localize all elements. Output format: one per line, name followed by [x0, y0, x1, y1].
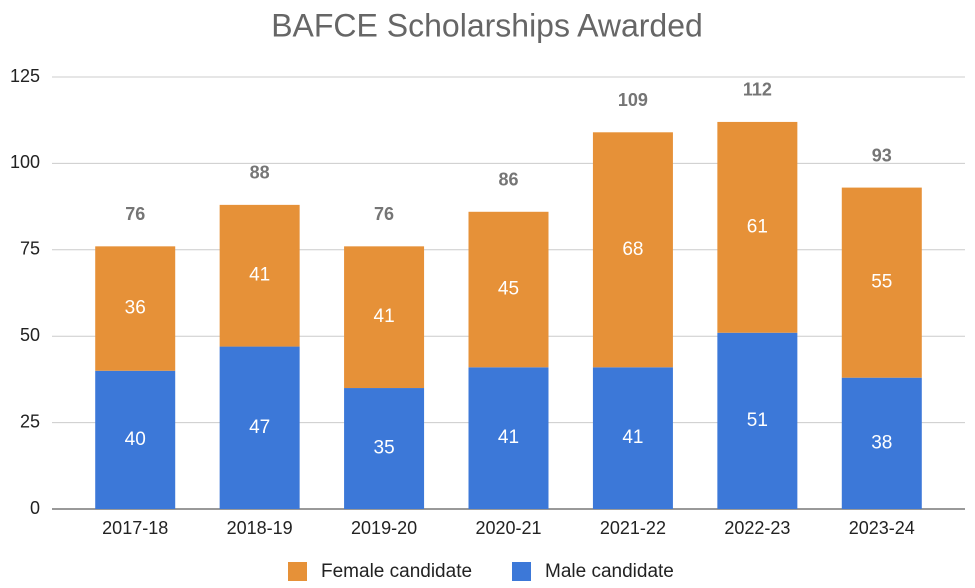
total-label: 76	[125, 204, 145, 224]
bar-segment	[468, 367, 549, 509]
bar-segment	[717, 332, 798, 509]
value-label: 38	[871, 432, 892, 453]
legend-swatch	[512, 562, 531, 581]
x-tick-label: 2018-19	[227, 518, 293, 538]
value-label: 36	[125, 298, 146, 319]
y-tick-label: 100	[10, 152, 40, 172]
y-tick-label: 0	[30, 498, 40, 518]
value-label: 40	[125, 429, 146, 450]
y-tick-label: 75	[20, 239, 40, 259]
bar-segment	[717, 121, 798, 333]
x-tick-label: 2022-23	[724, 518, 790, 538]
x-tick-label: 2023-24	[849, 518, 915, 538]
bar-segment	[344, 246, 425, 389]
legend-label: Male candidate	[545, 561, 674, 582]
total-label: 109	[618, 90, 648, 110]
x-tick-label: 2021-22	[600, 518, 666, 538]
bar-segment	[344, 388, 425, 509]
bar-segment	[95, 246, 176, 371]
bar-segment	[219, 204, 300, 347]
x-tick-label: 2019-20	[351, 518, 417, 538]
y-tick-label: 25	[20, 411, 40, 431]
value-label: 51	[747, 410, 768, 431]
bar-segment	[592, 367, 673, 509]
value-label: 47	[249, 417, 270, 438]
legend-swatch	[288, 562, 307, 581]
value-label: 35	[374, 438, 395, 459]
value-label: 45	[498, 279, 519, 300]
x-tick-label: 2017-18	[102, 518, 168, 538]
bar-segment	[219, 346, 300, 509]
bar-segment	[592, 132, 673, 368]
total-label: 112	[743, 80, 772, 100]
legend-label: Female candidate	[321, 561, 472, 582]
chart-title: BAFCE Scholarships Awarded	[271, 7, 703, 43]
bar-segment	[468, 211, 549, 368]
value-label: 41	[622, 427, 643, 448]
total-label: 86	[498, 170, 518, 190]
y-tick-label: 50	[20, 325, 40, 345]
total-label: 76	[374, 204, 394, 224]
total-label: 93	[872, 145, 892, 165]
value-label: 41	[249, 265, 270, 286]
bar-segment	[841, 187, 922, 378]
total-label: 88	[250, 163, 270, 183]
y-tick-label: 125	[10, 66, 40, 86]
value-label: 61	[747, 216, 768, 237]
bar-segment	[841, 377, 922, 509]
bar-segment	[95, 370, 176, 509]
value-label: 68	[622, 239, 643, 260]
value-label: 41	[498, 427, 519, 448]
value-label: 55	[871, 272, 892, 293]
x-tick-label: 2020-21	[475, 518, 541, 538]
value-label: 41	[374, 306, 395, 327]
